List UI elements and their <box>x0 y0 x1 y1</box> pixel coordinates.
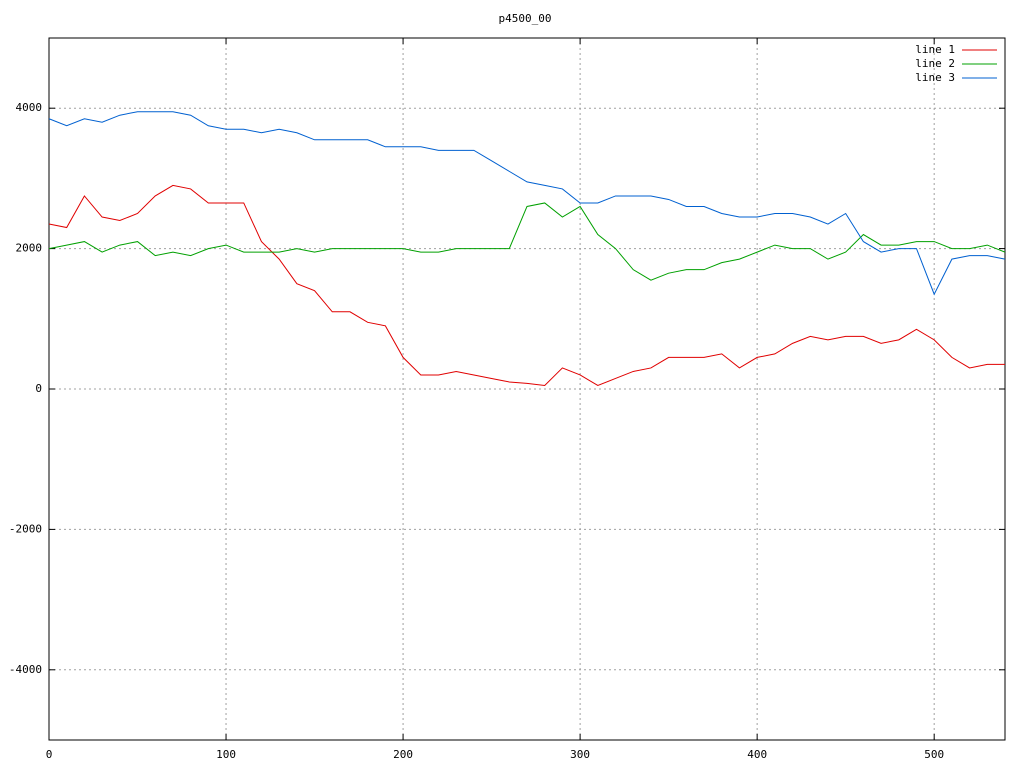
data-line <box>48 184 1005 387</box>
legend-label: line 1 <box>915 43 955 56</box>
x-tick-label: 400 <box>747 748 767 761</box>
y-tick-label: -4000 <box>9 663 42 676</box>
data-line <box>48 202 1006 281</box>
plot-border <box>48 37 1006 741</box>
chart-title: p4500_00 <box>499 12 552 25</box>
legend-label: line 3 <box>915 71 955 84</box>
y-tick-label: 0 <box>35 382 42 395</box>
x-tick-label: 300 <box>570 748 590 761</box>
x-tick-label: 100 <box>216 748 236 761</box>
y-tick-label: -2000 <box>9 522 42 535</box>
x-tick-label: 500 <box>924 748 944 761</box>
x-tick-label: 200 <box>393 748 413 761</box>
x-tick-label: 0 <box>46 748 53 761</box>
y-tick-label: 4000 <box>16 101 43 114</box>
data-line <box>48 111 1006 296</box>
legend-label: line 2 <box>915 57 955 70</box>
y-tick-label: 2000 <box>16 242 43 255</box>
